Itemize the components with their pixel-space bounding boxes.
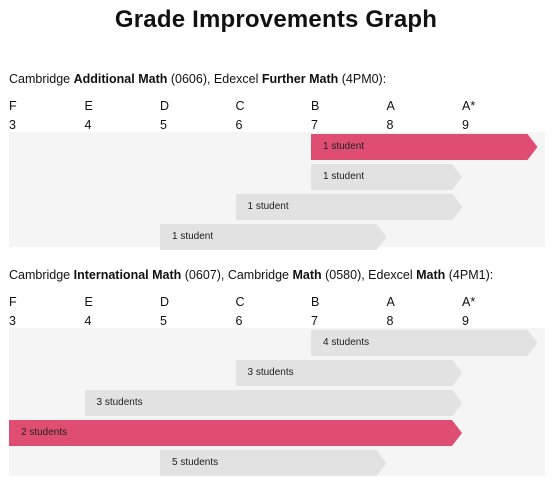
grade-letter-tick: D <box>160 295 170 309</box>
grade-arrow-bar: 1 student <box>311 134 538 160</box>
grade-arrow-bar: 5 students <box>160 450 387 476</box>
heading-part: Cambridge <box>9 268 74 282</box>
grade-number-axis: 3 4 5 6 7 8 9 <box>0 314 552 328</box>
bar-label: 4 students <box>323 337 370 348</box>
arrow-polygon <box>311 164 462 190</box>
grade-number-axis: 3 4 5 6 7 8 9 <box>0 118 552 132</box>
heading-part: (0580), Edexcel <box>321 268 417 282</box>
grade-letter-axis: F E D C B A A* <box>0 99 552 113</box>
grade-arrow-bar: 2 students <box>9 420 462 446</box>
grade-arrow-bar: 1 student <box>311 164 462 190</box>
chart-section-math: Cambridge International Math (0607), Cam… <box>0 268 552 480</box>
arrow-shape <box>311 330 538 356</box>
bar-label: 3 students <box>247 367 294 378</box>
grade-number-tick: 6 <box>235 314 243 328</box>
heading-part: Math <box>416 268 446 282</box>
arrow-polygon <box>160 224 387 250</box>
heading-part: Additional Math <box>73 72 168 86</box>
arrow-polygon <box>235 194 462 220</box>
grade-number-tick: 8 <box>386 118 394 132</box>
arrow-shape <box>160 224 387 250</box>
grade-number-tick: 4 <box>84 314 92 328</box>
grade-number-tick: 8 <box>386 314 394 328</box>
page-title: Grade Improvements Graph <box>114 6 438 33</box>
grade-letter-axis: F E D C B A A* <box>0 295 552 309</box>
grade-letter-tick: A <box>386 295 395 309</box>
heading-part: (4PM0): <box>338 72 387 86</box>
grade-letter-tick: E <box>84 295 93 309</box>
heading-part: (0607), Cambridge <box>181 268 293 282</box>
grade-number-tick: 3 <box>9 314 16 328</box>
heading-part: Cambridge <box>9 72 74 86</box>
chart-heading: Cambridge Additional Math (0606), Edexce… <box>9 72 386 86</box>
arrow-polygon <box>311 330 538 356</box>
arrow-shape <box>235 360 462 386</box>
grade-letter-tick: A <box>386 99 395 113</box>
arrow-polygon <box>311 134 538 160</box>
grade-number-tick: 9 <box>462 314 469 328</box>
arrow-polygon <box>160 450 387 476</box>
grade-letter-tick: C <box>235 99 245 113</box>
arrow-shape <box>235 194 462 220</box>
grade-letter-tick: A* <box>462 99 476 113</box>
bar-label: 1 student <box>172 231 214 242</box>
grade-arrow-bar: 4 students <box>311 330 538 356</box>
heading-part: International Math <box>73 268 182 282</box>
arrow-polygon <box>9 420 462 446</box>
bar-label: 2 students <box>21 427 68 438</box>
arrow-polygon <box>235 360 462 386</box>
bar-label: 5 students <box>172 457 219 468</box>
grade-letter-tick: F <box>9 99 17 113</box>
arrow-shape <box>311 134 538 160</box>
arrow-polygon <box>84 390 462 416</box>
grade-letter-tick: A* <box>462 295 476 309</box>
arrow-shape <box>160 450 387 476</box>
grade-arrow-bar: 1 student <box>160 224 387 250</box>
grade-letter-tick: B <box>311 295 320 309</box>
grade-letter-tick: E <box>84 99 93 113</box>
grade-letter-tick: B <box>311 99 320 113</box>
grade-arrow-bar: 3 students <box>235 360 462 386</box>
chart-heading: Cambridge International Math (0607), Cam… <box>9 268 493 282</box>
grade-number-tick: 5 <box>160 314 167 328</box>
bar-label: 1 student <box>323 141 365 152</box>
grade-number-tick: 3 <box>9 118 16 132</box>
heading-part: Math <box>292 268 322 282</box>
grade-arrow-bar: 3 students <box>84 390 462 416</box>
grade-letter-tick: F <box>9 295 17 309</box>
chart-section-further-math: Cambridge Additional Math (0606), Edexce… <box>0 72 552 252</box>
grade-number-tick: 6 <box>235 118 243 132</box>
grade-number-tick: 9 <box>462 118 469 132</box>
grade-number-tick: 7 <box>311 118 318 132</box>
grade-number-tick: 5 <box>160 118 167 132</box>
bar-label: 1 student <box>247 201 289 212</box>
heading-part: (4PM1): <box>445 268 494 282</box>
grade-arrow-bar: 1 student <box>235 194 462 220</box>
grade-letter-tick: D <box>160 99 170 113</box>
heading-part: (0606), Edexcel <box>167 72 262 86</box>
arrow-shape <box>9 420 462 446</box>
bar-label: 3 students <box>96 397 143 408</box>
arrow-shape <box>84 390 462 416</box>
grade-number-tick: 4 <box>84 118 92 132</box>
grade-letter-tick: C <box>235 295 245 309</box>
arrow-shape <box>311 164 462 190</box>
heading-part: Further Math <box>261 72 339 86</box>
bar-label: 1 student <box>323 171 365 182</box>
grade-number-tick: 7 <box>311 314 318 328</box>
